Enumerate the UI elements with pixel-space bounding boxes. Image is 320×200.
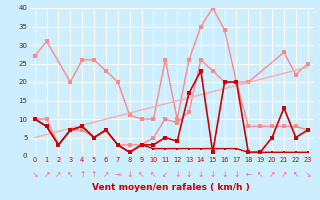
Text: ↖: ↖	[257, 170, 263, 179]
Text: ↑: ↑	[79, 170, 85, 179]
Text: ↘: ↘	[304, 170, 311, 179]
Text: ↘: ↘	[32, 170, 38, 179]
Text: ↓: ↓	[233, 170, 240, 179]
Text: ↗: ↗	[103, 170, 109, 179]
Text: ←: ←	[245, 170, 252, 179]
Text: ↗: ↗	[55, 170, 62, 179]
Text: ↗: ↗	[44, 170, 50, 179]
Text: ↖: ↖	[292, 170, 299, 179]
Text: ↓: ↓	[186, 170, 192, 179]
Text: ↓: ↓	[198, 170, 204, 179]
Text: ↖: ↖	[67, 170, 74, 179]
Text: ↖: ↖	[138, 170, 145, 179]
X-axis label: Vent moyen/en rafales ( km/h ): Vent moyen/en rafales ( km/h )	[92, 183, 250, 192]
Text: ↓: ↓	[174, 170, 180, 179]
Text: ↙: ↙	[162, 170, 168, 179]
Text: ↗: ↗	[281, 170, 287, 179]
Text: ↗: ↗	[269, 170, 275, 179]
Text: ↑: ↑	[91, 170, 97, 179]
Text: ↓: ↓	[126, 170, 133, 179]
Text: ↓: ↓	[221, 170, 228, 179]
Text: ↖: ↖	[150, 170, 156, 179]
Text: →: →	[115, 170, 121, 179]
Text: ↓: ↓	[210, 170, 216, 179]
